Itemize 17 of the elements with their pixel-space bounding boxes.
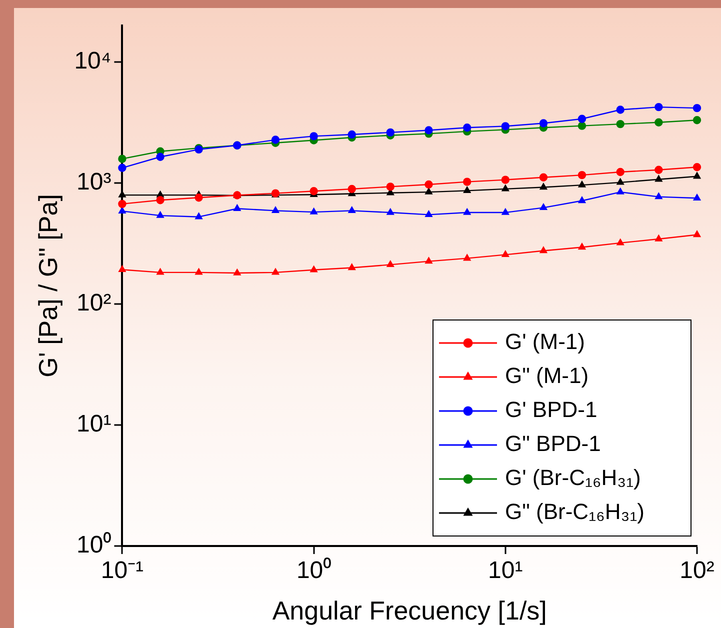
legend-label: G" BPD-1 bbox=[505, 431, 601, 456]
y-tick-label: 10³ bbox=[76, 168, 112, 196]
y-tick-label: 10¹ bbox=[76, 410, 112, 438]
legend-label: G' BPD-1 bbox=[505, 397, 598, 422]
y-axis-title: G' [Pa] / G" [Pa] bbox=[32, 194, 63, 378]
x-axis-title: Angular Frecuency [1/s] bbox=[272, 596, 547, 626]
x-tick-label: 10⁰ bbox=[296, 557, 332, 584]
y-tick-label: 10² bbox=[76, 290, 112, 317]
x-tick-label: 10² bbox=[680, 557, 714, 584]
legend-label: G' (M-1) bbox=[505, 329, 585, 354]
x-tick-label: 10⁻¹ bbox=[100, 557, 144, 584]
legend-label: G' (Br-C₁₆H₃₁) bbox=[505, 465, 641, 490]
y-tick-label: 10⁰ bbox=[76, 532, 112, 559]
y-tick-label: 10⁴ bbox=[74, 47, 112, 74]
legend-label: G" (Br-C₁₆H₃₁) bbox=[505, 499, 644, 524]
x-tick-label: 10¹ bbox=[488, 557, 523, 584]
legend-label: G" (M-1) bbox=[505, 363, 589, 388]
